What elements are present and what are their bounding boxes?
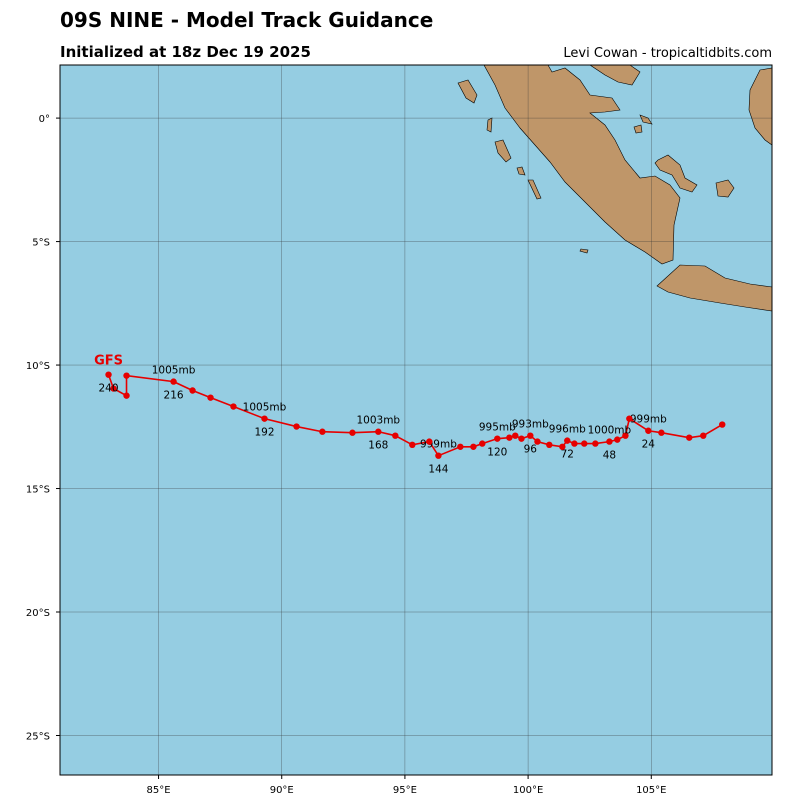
pressure-label: 1000mb (588, 425, 632, 437)
model-name: GFS (94, 354, 123, 369)
track-point (592, 440, 599, 447)
track-point (606, 438, 613, 445)
island (527, 179, 542, 200)
x-tick-label: 105°E (636, 785, 666, 796)
track-point (123, 372, 130, 379)
island (494, 139, 512, 163)
x-tick-label: 85°E (147, 785, 171, 796)
track-point (700, 432, 707, 439)
track-point (518, 435, 525, 442)
track-point (719, 421, 726, 428)
y-tick-label: 5°S (32, 238, 50, 249)
track-point (622, 432, 629, 439)
pressure-label: 1003mb (356, 415, 400, 427)
credit: Levi Cowan - tropicaltidbits.com (563, 46, 772, 61)
land (457, 64, 773, 312)
chart-title: 09S NINE - Model Track Guidance (60, 8, 433, 32)
island (654, 154, 698, 193)
y-tick-label: 20°S (26, 608, 50, 619)
track-point (470, 443, 477, 450)
track-point (170, 378, 177, 385)
track-point (230, 403, 237, 410)
track-point (435, 452, 442, 459)
borneo (748, 67, 773, 146)
track-point (375, 428, 382, 435)
y-tick-label: 10°S (26, 361, 50, 372)
pressure-label: 996mb (549, 424, 586, 436)
track-point (426, 438, 433, 445)
x-tick-label: 100°E (513, 785, 543, 796)
pressure-label: 999mb (630, 414, 667, 426)
pressure-label: 999mb (420, 439, 457, 451)
track-point (494, 435, 501, 442)
island (579, 248, 589, 254)
island (715, 179, 735, 198)
hour-label: 192 (254, 427, 274, 439)
track-point (559, 443, 566, 450)
track-point (189, 387, 196, 394)
graticule (60, 65, 772, 775)
plot-frame (59, 64, 773, 776)
track-point (261, 415, 268, 422)
track-point (626, 415, 633, 422)
track-point (123, 392, 130, 399)
y-tick-label: 15°S (26, 485, 50, 496)
y-tick-label: 25°S (26, 731, 50, 742)
island (516, 166, 526, 176)
track-point (409, 441, 416, 449)
pressure-label: 993mb (512, 419, 549, 431)
track-point (512, 432, 519, 439)
track-point (506, 434, 513, 441)
y-tick-label: 0° (39, 114, 50, 125)
hour-label: 168 (368, 440, 388, 452)
sumatra (483, 64, 681, 265)
track-point (645, 427, 652, 434)
hour-label: 48 (603, 450, 616, 462)
hour-label: 240 (99, 383, 119, 395)
island (457, 79, 478, 104)
hour-label: 96 (524, 444, 538, 456)
track-point (293, 423, 300, 430)
chart-subtitle: Initialized at 18z Dec 19 2025 (60, 43, 311, 61)
pressure-label: 1005mb (243, 402, 287, 414)
track-point (614, 436, 621, 443)
hour-label: 120 (487, 447, 507, 459)
island (639, 114, 653, 125)
hour-label: 216 (164, 390, 184, 402)
track-point (207, 394, 214, 401)
track-point (571, 440, 578, 447)
pressure-label: 995mb (479, 422, 516, 434)
track-point (457, 443, 464, 450)
track-point (686, 434, 693, 441)
hour-label: 72 (561, 449, 574, 461)
track-point (319, 428, 326, 435)
hour-label: 144 (428, 464, 448, 476)
island (486, 117, 493, 133)
track-point (658, 429, 665, 436)
track-point (581, 440, 588, 447)
track-point (392, 432, 399, 439)
pressure-label: 1005mb (152, 365, 196, 377)
x-tick-label: 95°E (393, 785, 417, 796)
track-point (105, 371, 112, 378)
track-point (564, 437, 571, 444)
x-tick-label: 90°E (270, 785, 294, 796)
track-point (479, 440, 486, 447)
island (633, 124, 643, 134)
track-point (110, 385, 117, 392)
track-point (349, 429, 356, 436)
track-point (546, 441, 553, 449)
hour-label: 24 (642, 439, 656, 451)
track-point (534, 438, 541, 445)
track-point (527, 432, 534, 439)
